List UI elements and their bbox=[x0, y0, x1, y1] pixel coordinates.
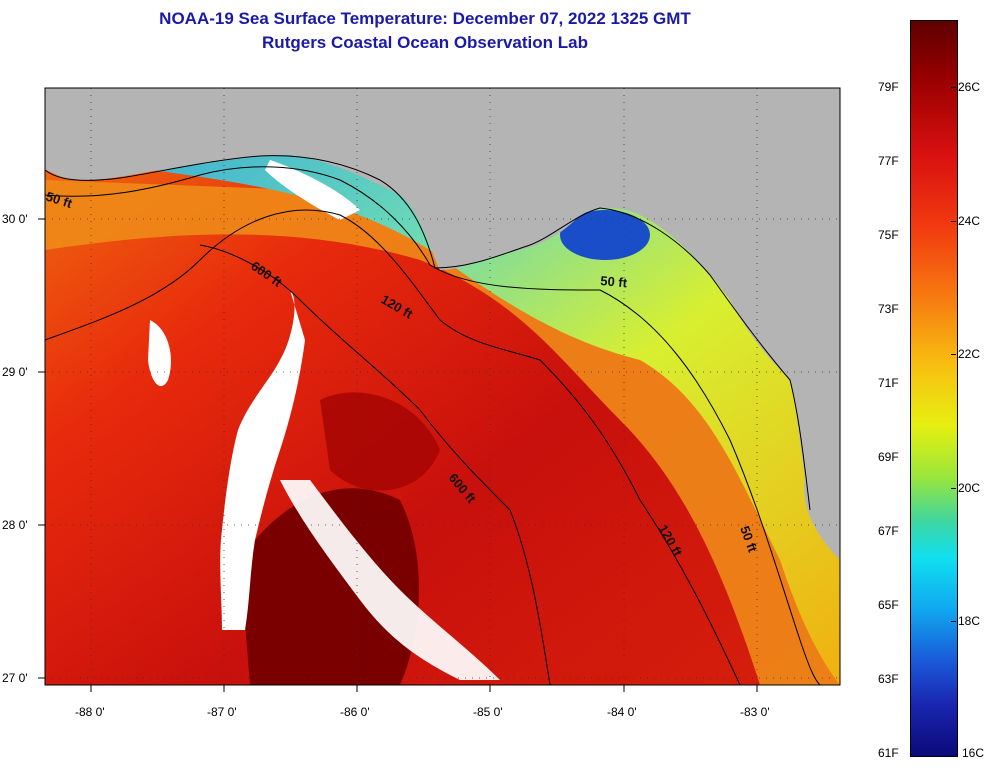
land-mass bbox=[45, 88, 840, 560]
colorbar-c-label: 24C bbox=[958, 214, 981, 228]
lon-tick-84: -84 0' bbox=[607, 705, 637, 719]
contour-50ft bbox=[45, 166, 821, 685]
colorbar-c-tick bbox=[951, 221, 956, 222]
lon-tick-87: -87 0' bbox=[207, 705, 237, 719]
lat-tick-27: 27 0' bbox=[2, 671, 28, 685]
axis-ticks bbox=[38, 218, 758, 692]
map-subtitle: Rutgers Coastal Ocean Observation Lab bbox=[262, 33, 588, 52]
cloud-coastal bbox=[265, 160, 360, 220]
colorbar-f-label: 77F bbox=[878, 154, 899, 168]
colorbar-f-label: 73F bbox=[878, 302, 899, 316]
colorbar-f-label: 75F bbox=[878, 228, 899, 242]
cloud-speck bbox=[148, 320, 171, 387]
contour-120ft bbox=[45, 209, 741, 685]
lon-tick-86: -86 0' bbox=[340, 705, 370, 719]
colorbar-c-label: 22C bbox=[958, 347, 981, 361]
sea-warm-patch bbox=[320, 392, 440, 491]
colorbar-c-tick bbox=[951, 621, 956, 622]
colorbar-f-label: 69F bbox=[878, 450, 899, 464]
sea-hot-patch bbox=[240, 488, 419, 685]
lat-tick-29: 29 0' bbox=[2, 365, 28, 379]
map-title: NOAA-19 Sea Surface Temperature: Decembe… bbox=[159, 9, 691, 28]
lat-tick-30: 30 0' bbox=[2, 212, 28, 226]
cloud-band bbox=[220, 290, 305, 630]
colorbar-f-label: 63F bbox=[878, 672, 899, 686]
lon-tick-88: -88 0' bbox=[75, 705, 105, 719]
colorbar-c-tick bbox=[951, 354, 956, 355]
apalachee-cold-patch bbox=[560, 210, 650, 260]
colorbar-c-label: 20C bbox=[958, 481, 981, 495]
temperature-colorbar bbox=[910, 20, 958, 757]
contour-600ft bbox=[199, 244, 551, 685]
graticule bbox=[45, 88, 840, 685]
colorbar-f-label: 61F bbox=[878, 746, 899, 760]
colorbar-c-tick bbox=[951, 87, 956, 88]
coastline bbox=[45, 155, 811, 511]
plot-frame bbox=[44, 87, 841, 686]
colorbar-f-label: 71F bbox=[878, 376, 899, 390]
colorbar-c-label: 18C bbox=[958, 614, 981, 628]
lon-tick-83: -83 0' bbox=[740, 705, 770, 719]
colorbar-c-tick bbox=[951, 488, 956, 489]
lat-tick-28: 28 0' bbox=[2, 518, 28, 532]
cloud-patch bbox=[280, 480, 500, 680]
colorbar-f-label: 65F bbox=[878, 598, 899, 612]
lon-tick-85: -85 0' bbox=[473, 705, 503, 719]
colorbar-f-label: 79F bbox=[878, 80, 899, 94]
contour-label-50ft-east: 50 ft bbox=[600, 273, 629, 290]
colorbar-f-label: 67F bbox=[878, 524, 899, 538]
colorbar-c-label: 26C bbox=[958, 80, 981, 94]
colorbar-c-label: 16C bbox=[962, 746, 985, 760]
